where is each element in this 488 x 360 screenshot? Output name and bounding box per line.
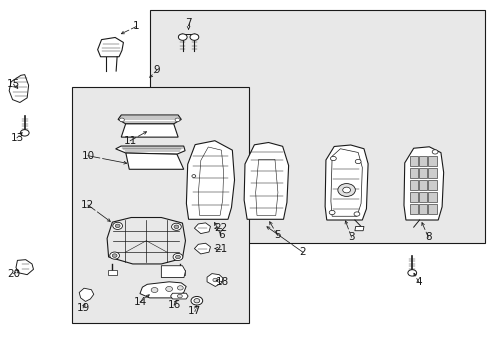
Bar (418, 168, 427, 178)
Polygon shape (98, 37, 123, 57)
Text: 6: 6 (217, 230, 224, 240)
Bar (409, 192, 417, 202)
Bar (409, 168, 417, 178)
Polygon shape (170, 293, 188, 299)
Text: 1: 1 (133, 21, 140, 31)
Text: 17: 17 (188, 306, 201, 316)
Polygon shape (79, 288, 94, 301)
Circle shape (178, 34, 187, 40)
Circle shape (151, 288, 158, 293)
Bar (418, 156, 427, 166)
Polygon shape (194, 243, 210, 254)
Text: 13: 13 (10, 133, 23, 143)
Circle shape (173, 253, 183, 261)
Text: 22: 22 (214, 223, 227, 233)
Polygon shape (325, 145, 367, 220)
Polygon shape (116, 146, 184, 154)
Bar (427, 180, 436, 190)
Polygon shape (206, 274, 223, 287)
Circle shape (342, 187, 350, 193)
Polygon shape (244, 143, 288, 219)
Circle shape (177, 286, 183, 290)
Polygon shape (175, 270, 184, 275)
Bar (418, 192, 427, 202)
Circle shape (115, 224, 120, 228)
Polygon shape (107, 270, 117, 275)
Circle shape (190, 34, 199, 40)
Polygon shape (118, 115, 181, 124)
Text: 5: 5 (274, 230, 280, 240)
Bar (409, 204, 417, 214)
Text: 21: 21 (214, 244, 227, 253)
Bar (409, 180, 417, 190)
Polygon shape (194, 223, 210, 234)
Text: 10: 10 (81, 151, 94, 161)
Polygon shape (107, 217, 185, 264)
Polygon shape (354, 226, 363, 231)
Polygon shape (121, 124, 178, 137)
Circle shape (171, 223, 181, 230)
Circle shape (407, 270, 416, 276)
Polygon shape (403, 147, 443, 220)
Circle shape (328, 210, 334, 215)
Circle shape (355, 159, 360, 164)
Text: 8: 8 (424, 232, 431, 242)
Text: 15: 15 (7, 79, 20, 89)
Text: 9: 9 (153, 65, 160, 75)
Circle shape (119, 118, 124, 122)
Circle shape (175, 255, 180, 259)
Text: 4: 4 (414, 277, 421, 287)
Circle shape (177, 294, 182, 298)
Text: 3: 3 (347, 232, 354, 242)
Text: 2: 2 (299, 247, 305, 257)
Text: 12: 12 (81, 200, 94, 210)
Circle shape (353, 212, 359, 216)
Circle shape (113, 222, 122, 229)
Bar (409, 156, 417, 166)
Text: 11: 11 (123, 136, 137, 146)
Circle shape (175, 118, 180, 122)
Circle shape (212, 278, 217, 282)
Polygon shape (125, 153, 183, 169)
Bar (427, 168, 436, 178)
Polygon shape (16, 260, 33, 275)
Text: 20: 20 (7, 269, 20, 279)
Bar (72, 87, 249, 323)
Circle shape (174, 225, 179, 229)
Bar (149, 10, 484, 243)
Circle shape (165, 287, 172, 292)
Circle shape (191, 175, 195, 177)
Polygon shape (140, 282, 186, 298)
Circle shape (112, 254, 117, 257)
Polygon shape (161, 266, 185, 278)
Circle shape (191, 296, 202, 305)
Text: 14: 14 (133, 297, 146, 307)
Circle shape (20, 130, 29, 136)
Text: 16: 16 (167, 300, 180, 310)
Circle shape (194, 298, 200, 303)
Circle shape (337, 184, 355, 197)
Polygon shape (9, 75, 29, 103)
Circle shape (431, 150, 437, 154)
Bar (427, 192, 436, 202)
Bar (427, 156, 436, 166)
Bar (427, 204, 436, 214)
Text: 19: 19 (76, 303, 89, 313)
Circle shape (109, 252, 119, 259)
Text: 7: 7 (185, 18, 191, 28)
Text: 18: 18 (216, 277, 229, 287)
Circle shape (330, 156, 336, 161)
Polygon shape (186, 141, 234, 219)
Bar (418, 204, 427, 214)
Bar (418, 180, 427, 190)
